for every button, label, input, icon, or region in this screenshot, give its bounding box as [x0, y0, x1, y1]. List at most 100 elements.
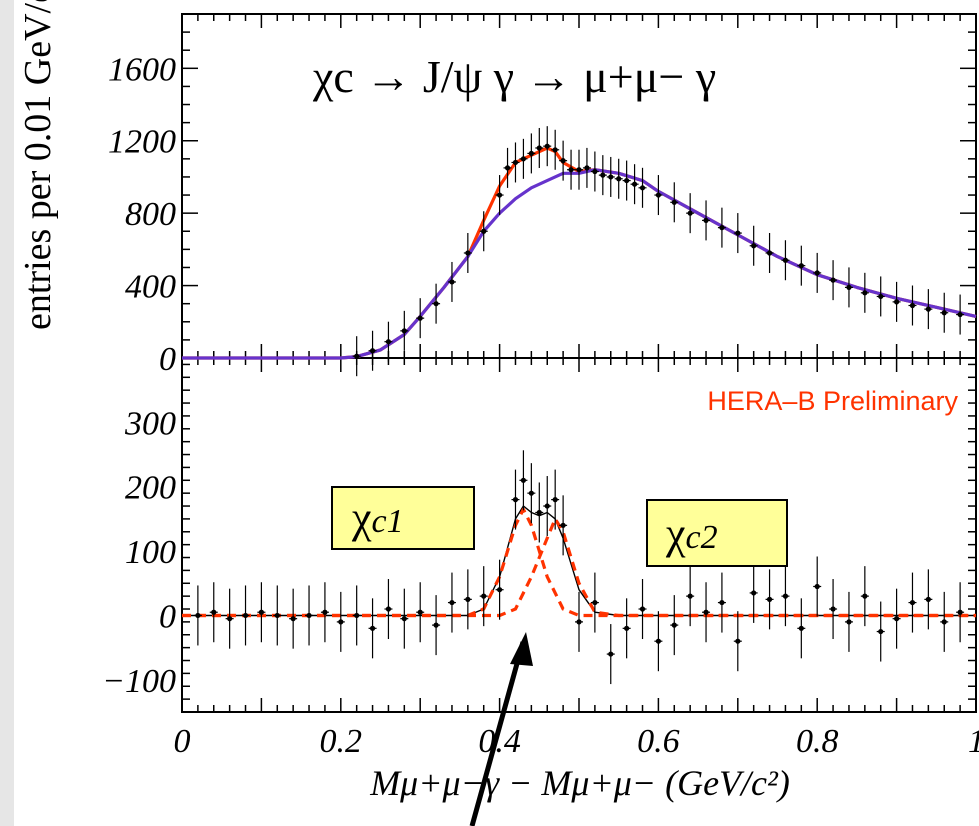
top-data-point [782, 257, 789, 263]
top-data-point [957, 311, 963, 318]
bottom-data-point [242, 612, 249, 619]
top-data-point [449, 279, 455, 285]
bottom-data-point [862, 593, 868, 599]
top-data-point [520, 156, 527, 162]
bottom-data-point [195, 612, 201, 619]
bottom-data-point [354, 612, 360, 619]
bottom-y-tick-label: −100 [102, 663, 176, 700]
bottom-data-point [909, 599, 916, 606]
bottom-data-point [274, 612, 280, 619]
bottom-data-point [417, 609, 423, 615]
bottom-data-point [878, 628, 884, 635]
top-data-point [941, 310, 947, 316]
bottom-y-tick-label: 100 [125, 534, 176, 571]
top-data-point [616, 176, 622, 182]
bottom-panel-data [182, 450, 976, 685]
top-data-point [846, 284, 852, 290]
x-tick-label: 0 [174, 723, 191, 760]
svg-text:χc1: χc1 [351, 493, 404, 542]
chi-c2-subscript: c2 [686, 519, 718, 556]
bottom-data-point [497, 587, 503, 593]
y-axis-label: entries per 0.01 GeV/c² [17, 0, 59, 330]
bottom-data-point [798, 625, 804, 631]
bottom-y-tick-labels: −100 0 100 200 300 [102, 405, 176, 699]
top-data-point [528, 150, 534, 157]
bottom-data-point [369, 625, 376, 631]
top-data-point [687, 210, 693, 216]
bottom-data-point [520, 477, 527, 483]
bottom-data-point [258, 609, 264, 615]
chi-c1-box: χc1 [331, 486, 475, 550]
bottom-data-point [536, 509, 542, 516]
top-data-point [671, 199, 677, 205]
bottom-y-tick-label: 200 [125, 470, 176, 507]
x-tick-label: 1 [968, 723, 979, 760]
top-data-point [369, 348, 376, 354]
pointer-arrow [469, 632, 533, 826]
top-data-point [560, 158, 566, 164]
top-y-tick-label: 1200 [108, 124, 176, 161]
bottom-data-point [385, 606, 392, 612]
bottom-data-point [481, 593, 487, 599]
top-data-point [512, 159, 519, 166]
bottom-data-point [782, 593, 789, 599]
bottom-data-point [322, 609, 328, 615]
top-y-tick-label: 1600 [108, 51, 176, 88]
top-data-point [576, 167, 582, 173]
left-margin-strip [0, 0, 14, 826]
bottom-data-point [560, 522, 566, 528]
bottom-data-point [846, 619, 852, 625]
top-data-point [624, 177, 630, 184]
top-data-point [385, 339, 392, 345]
top-data-point [894, 299, 900, 305]
top-data-point [639, 185, 646, 191]
chi-c2-box: χc2 [646, 499, 788, 567]
bottom-data-point [941, 619, 947, 625]
bottom-data-point [465, 596, 471, 602]
bottom-data-point [449, 599, 455, 606]
top-data-point [830, 277, 836, 283]
top-data-point [401, 328, 407, 334]
bottom-data-point [576, 619, 582, 625]
chi-c1-subscript: c1 [372, 503, 404, 540]
preliminary-annotation: HERA–B Preliminary [707, 386, 958, 416]
bottom-data-point [655, 638, 662, 644]
top-data-point [925, 306, 931, 312]
top-data-point [600, 172, 606, 178]
chi-c1-symbol: χ [351, 493, 372, 542]
axis-ticks [181, 13, 977, 713]
bottom-data-point [751, 590, 757, 596]
x-tick-label: 0.4 [478, 723, 521, 760]
bottom-data-point [552, 497, 558, 503]
top-data-point [862, 290, 868, 296]
bottom-data-point [957, 609, 963, 615]
bottom-data-point [592, 599, 598, 606]
top-data-point [504, 165, 511, 171]
bottom-data-point [227, 616, 233, 622]
top-data-point [552, 147, 558, 153]
bottom-data-point [894, 616, 900, 622]
bottom-series-line-1 [182, 507, 976, 618]
x-tick-labels: 0 0.2 0.4 0.6 0.8 1 [174, 723, 979, 760]
top-data-point [417, 315, 423, 321]
bottom-data-point [338, 619, 344, 625]
top-data-point [719, 225, 725, 231]
top-data-point [735, 230, 741, 236]
bottom-data-point [211, 609, 217, 615]
top-data-point [878, 293, 884, 300]
bottom-data-point [624, 625, 630, 631]
bottom-data-point [608, 651, 614, 657]
bottom-data-point [401, 616, 407, 622]
top-data-point [465, 250, 471, 256]
bottom-data-point [830, 606, 836, 612]
top-y-tick-label: 800 [125, 196, 176, 233]
top-data-point [536, 145, 542, 151]
bottom-data-point [703, 609, 709, 615]
top-data-point [703, 217, 709, 223]
bottom-data-point [433, 622, 439, 628]
top-panel-data [182, 126, 977, 377]
svg-text:χc2: χc2 [665, 509, 718, 558]
bottom-data-point [814, 583, 820, 590]
bottom-data-point [687, 593, 693, 599]
bottom-data-point [528, 490, 534, 496]
